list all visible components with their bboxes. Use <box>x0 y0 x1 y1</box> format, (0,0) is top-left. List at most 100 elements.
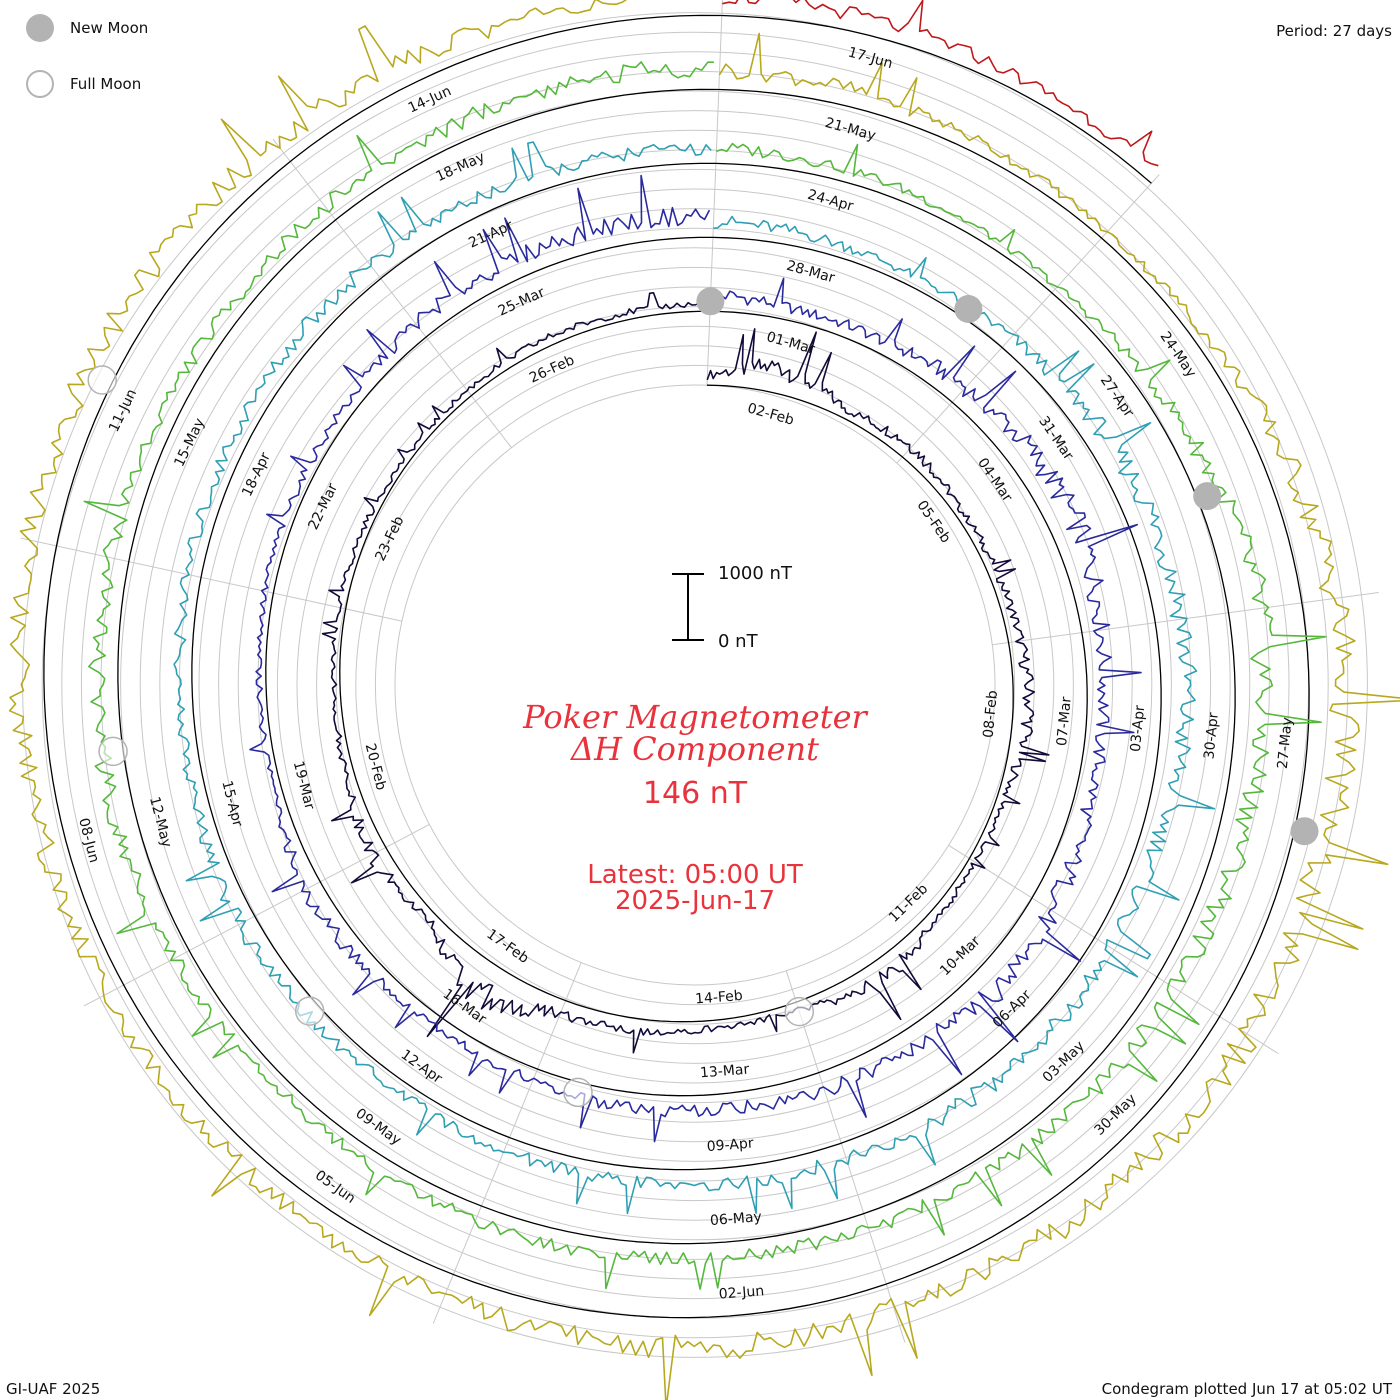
baseline-rotation-4 <box>117 88 1236 1245</box>
baseline-rotation-5 <box>43 14 1310 1319</box>
date-label: 25-Mar <box>496 284 548 319</box>
date-label: 03-Apr <box>1128 704 1149 752</box>
radial-grid <box>22 12 1368 1358</box>
latest-time: Latest: 05:00 UT <box>587 860 803 890</box>
latest-date: 2025-Jun-17 <box>614 886 776 916</box>
grid-ring <box>159 149 1231 1221</box>
series-rotation-1 <box>321 292 1050 1054</box>
date-label: 14-Feb <box>695 988 744 1008</box>
chart-title-line1: Poker Magnetometer <box>523 698 867 736</box>
date-label: 09-Apr <box>706 1136 754 1156</box>
date-label: 02-Jun <box>718 1283 765 1302</box>
full-moon-icon <box>26 70 54 98</box>
data-series <box>8 0 1400 1400</box>
grid-spoke <box>432 962 582 1324</box>
grid-ring <box>120 110 1270 1260</box>
grid-ring <box>41 31 1349 1339</box>
grid-spoke <box>20 537 402 622</box>
grid-ring <box>218 208 1172 1162</box>
full-moon-marker <box>563 1077 593 1108</box>
new-moon-icon <box>26 14 54 42</box>
grid-ring <box>100 90 1290 1280</box>
date-label: 12-Apr <box>398 1047 446 1087</box>
legend-full-moon-label: Full Moon <box>70 75 142 93</box>
full-moon-marker <box>294 996 325 1026</box>
series-rotation-2 <box>249 174 1142 1143</box>
date-label: 02-Feb <box>745 400 795 428</box>
grid-ring <box>237 227 1153 1143</box>
date-label: 08-Feb <box>981 689 1002 738</box>
date-label: 01-Mar <box>765 329 817 358</box>
scale-bottom-label: 0 nT <box>718 631 758 652</box>
date-label: 19-Mar <box>290 759 318 811</box>
date-label: 05-Jun <box>312 1167 358 1207</box>
date-label: 24-Apr <box>806 187 856 215</box>
grid-spoke <box>785 970 906 1343</box>
date-label: 18-Apr <box>239 450 274 499</box>
date-label: 21-May <box>823 115 877 144</box>
baseline-rotation-2 <box>265 236 1088 1097</box>
scale-bar <box>672 573 704 641</box>
period-label: Period: 27 days <box>1276 22 1392 40</box>
date-label: 06-May <box>709 1209 762 1229</box>
rotation-spokes <box>20 0 1379 1343</box>
series-rotation-5 <box>8 0 1400 1400</box>
full-moon-marker <box>87 365 117 395</box>
date-label: 18-May <box>434 149 488 185</box>
legend-new-moon-label: New Moon <box>70 19 149 37</box>
grid-ring <box>374 364 1016 1006</box>
date-label: 08-Jun <box>75 816 102 864</box>
scale-top-label: 1000 nT <box>718 563 792 584</box>
full-moon-marker <box>98 736 128 767</box>
grid-ring <box>61 51 1329 1319</box>
date-label: 15-May <box>171 416 208 470</box>
grid-ring <box>139 129 1251 1241</box>
date-label: 24-May <box>1157 329 1199 381</box>
date-label: 27-Apr <box>1097 373 1137 421</box>
date-label: 27-May <box>1275 717 1296 770</box>
grid-ring <box>178 168 1212 1202</box>
grid-ring <box>394 384 996 986</box>
series-rotation-4 <box>83 61 1327 1290</box>
chart-title-line2: ΔH Component <box>570 730 820 768</box>
baseline-rotation-3 <box>191 162 1162 1171</box>
baseline-rotation-6 <box>721 14 1152 184</box>
new-moon-marker <box>696 287 725 316</box>
date-label: 22-Mar <box>305 481 341 533</box>
date-label: 26-Feb <box>527 352 577 386</box>
grid-ring <box>335 325 1055 1045</box>
grid-ring <box>355 345 1035 1025</box>
date-label: 10-Mar <box>937 933 984 979</box>
new-moon-marker <box>954 295 983 323</box>
date-label: 07-Mar <box>1054 696 1075 747</box>
grid-ring <box>276 266 1114 1104</box>
date-label: 28-Mar <box>785 258 837 287</box>
new-moon-marker <box>1193 482 1222 511</box>
new-moon-marker <box>1290 817 1319 846</box>
grid-spoke <box>948 844 1279 1055</box>
grid-ring <box>296 286 1094 1084</box>
grid-ring <box>316 306 1074 1064</box>
moon-phase-markers <box>87 287 1319 1108</box>
series-rotation-6 <box>722 0 1159 167</box>
grid-spoke <box>83 824 430 1007</box>
date-label: 13-Mar <box>699 1062 750 1082</box>
date-label: 12-May <box>146 795 174 849</box>
grid-spoke <box>706 0 723 386</box>
full-moon-marker <box>784 996 815 1027</box>
grid-ring <box>22 12 1368 1358</box>
grid-spoke <box>272 138 512 448</box>
plotted-label: Condegram plotted Jun 17 at 05:02 UT <box>1101 1380 1392 1398</box>
rotation-baselines <box>43 14 1310 1319</box>
date-label: 15-Apr <box>218 779 245 829</box>
current-value: 146 nT <box>642 776 748 811</box>
series-rotation-3 <box>173 141 1216 1215</box>
grid-spoke <box>896 174 1160 464</box>
credit-label: GI-UAF 2025 <box>6 1380 101 1398</box>
date-label: 17-Jun <box>846 44 894 72</box>
legend-full-moon: Full Moon <box>26 70 141 98</box>
date-label: 30-Apr <box>1201 712 1222 760</box>
legend-new-moon: New Moon <box>26 14 148 42</box>
baseline-rotation-1 <box>339 310 1014 1023</box>
